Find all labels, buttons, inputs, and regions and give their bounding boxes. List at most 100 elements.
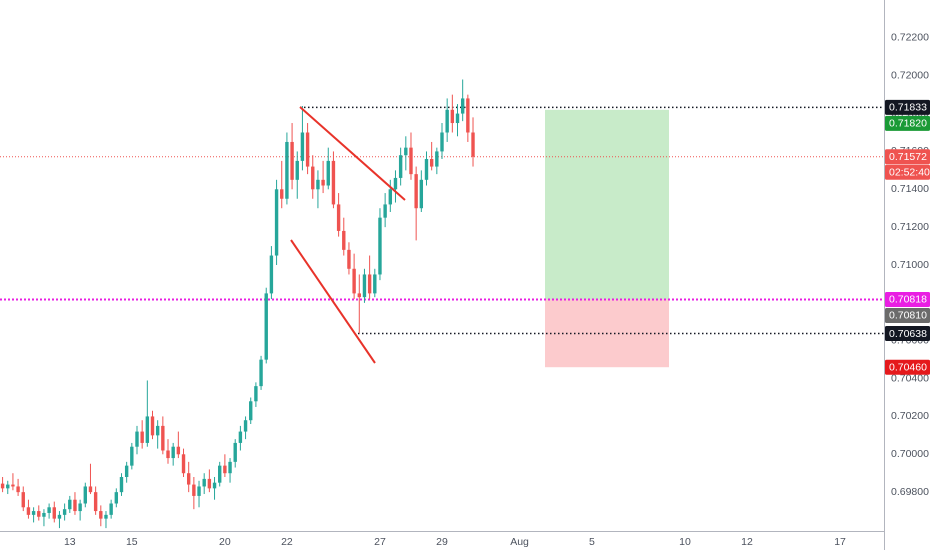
- y-tick-label: 0.69800: [891, 486, 929, 498]
- price-tag: [885, 99, 930, 115]
- y-tick-label: 0.71400: [891, 183, 929, 195]
- candle-body: [455, 113, 460, 124]
- candle-body: [135, 431, 139, 447]
- x-tick-label: 17: [834, 536, 846, 548]
- candle-body: [254, 386, 258, 402]
- candle-body: [326, 160, 330, 186]
- candle-body: [259, 359, 263, 387]
- candle-body: [176, 446, 181, 455]
- candle-body: [223, 465, 227, 474]
- candle-body: [68, 499, 72, 510]
- candle-body: [78, 503, 82, 512]
- candle-body: [331, 160, 336, 205]
- x-tick-label: 22: [281, 536, 293, 548]
- candle-body: [290, 141, 294, 180]
- candle-body: [11, 484, 15, 487]
- price-tag-label: 0.70460: [889, 361, 927, 373]
- price-tag: [885, 149, 930, 165]
- y-tick-label: 0.71000: [891, 259, 929, 271]
- candle-body: [398, 155, 403, 178]
- price-tag-label: 0.71820: [889, 118, 927, 130]
- x-tick-label: Aug: [510, 536, 529, 548]
- x-tick-label: 13: [64, 536, 76, 548]
- candle-body: [440, 132, 444, 152]
- candle-body: [150, 416, 155, 436]
- candle-body: [212, 482, 217, 489]
- price-tag: [885, 307, 930, 323]
- candle-body: [274, 189, 279, 256]
- candle-body: [140, 431, 144, 443]
- candle-body: [26, 507, 31, 515]
- x-tick-label: 10: [679, 536, 691, 548]
- y-tick-label: 0.71200: [891, 221, 929, 233]
- candle-body: [47, 507, 51, 513]
- candle-body: [145, 416, 150, 443]
- price-tag-label: 0.71833: [889, 102, 927, 114]
- candle-body: [471, 132, 475, 157]
- candle-body: [336, 204, 341, 231]
- x-tick-label: 20: [219, 536, 231, 548]
- position-tool: [545, 109, 669, 368]
- candle-body: [383, 204, 387, 218]
- candle-body: [243, 420, 248, 432]
- candle-body: [435, 151, 439, 167]
- candle-body: [21, 492, 25, 508]
- price-tag-label: 0.70818: [889, 294, 927, 306]
- candle-body: [285, 141, 289, 199]
- candle-body: [83, 486, 87, 504]
- candle-body: [130, 446, 134, 466]
- candle-body: [93, 492, 98, 512]
- candle-body: [202, 478, 206, 487]
- candles: [0, 79, 475, 529]
- candle-body: [388, 189, 393, 205]
- candle-body: [342, 230, 346, 250]
- candle-body: [409, 147, 413, 175]
- candle-body: [424, 159, 429, 180]
- candle-body: [161, 425, 165, 451]
- candle-body: [57, 514, 62, 519]
- candle-body: [367, 274, 372, 294]
- candle-body: [238, 431, 243, 443]
- candle-body: [311, 166, 315, 190]
- price-tag-label: 0.71572: [889, 151, 927, 163]
- candle-body: [42, 512, 46, 517]
- candle-body: [218, 465, 222, 483]
- price-tag-label: 0.70810: [889, 310, 927, 322]
- price-tag: [885, 291, 930, 307]
- candle-body: [192, 484, 196, 496]
- candle-body: [186, 473, 191, 485]
- candle-body: [207, 478, 212, 489]
- candle-body: [166, 450, 170, 459]
- candle-body: [295, 160, 299, 180]
- candle-body: [414, 174, 418, 209]
- trendline: [299, 106, 406, 201]
- candle-body: [445, 109, 449, 133]
- candle-body: [233, 442, 237, 462]
- candle-body: [171, 446, 175, 459]
- candle-body: [352, 268, 356, 294]
- candle-body: [0, 483, 5, 489]
- price-tag-label: 0.70638: [889, 328, 927, 340]
- candle-body: [88, 486, 93, 493]
- candle-body: [6, 484, 10, 489]
- candle-body: [429, 159, 434, 167]
- x-tick-label: 12: [741, 536, 753, 548]
- candle-body: [466, 98, 470, 133]
- trendline: [290, 239, 376, 364]
- x-tick-label: 27: [374, 536, 386, 548]
- candle-body: [62, 509, 67, 515]
- candle-body: [181, 454, 186, 474]
- candle-body: [316, 179, 320, 190]
- x-tick-label: 29: [436, 536, 448, 548]
- price-tag: [885, 326, 930, 342]
- candle-body: [269, 255, 274, 294]
- candle-body: [31, 511, 36, 515]
- x-tick-label: 15: [126, 536, 138, 548]
- candle-body: [37, 511, 41, 517]
- candle-body: [362, 274, 367, 298]
- countdown-tag: [885, 164, 930, 180]
- x-tick-label: 5: [589, 536, 595, 548]
- candle-body: [357, 293, 361, 298]
